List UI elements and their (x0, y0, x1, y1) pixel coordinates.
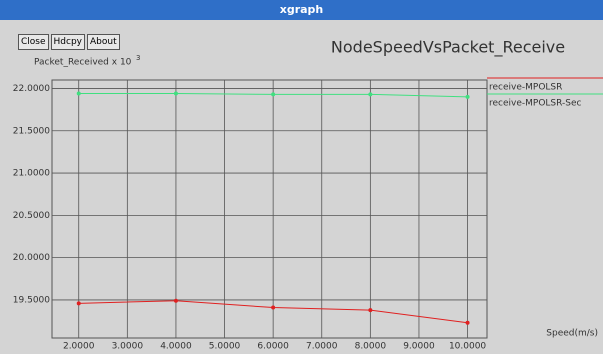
x-tick-label: 3.0000 (112, 342, 144, 352)
x-tick-label: 2.0000 (63, 342, 95, 352)
chart-title: NodeSpeedVsPacket_Receive (331, 38, 565, 58)
data-point (466, 95, 470, 99)
data-point (368, 308, 372, 312)
data-point (368, 92, 372, 96)
data-point (174, 299, 178, 303)
x-axis-label: Speed(m/s) (546, 329, 598, 339)
y-tick-label: 20.0000 (13, 253, 50, 263)
y-tick-label: 21.5000 (13, 126, 50, 136)
y-tick-label: 19.5000 (13, 295, 50, 305)
y-axis-exponent: 3 (136, 54, 140, 62)
button[interactable]: About (87, 34, 120, 50)
legend-label: receive-MPOLSR-Sec (489, 99, 582, 109)
button[interactable]: Hdcpy (51, 34, 85, 50)
x-tick-label: 7.0000 (306, 342, 338, 352)
data-point (77, 92, 81, 96)
data-point (271, 92, 275, 96)
data-point (466, 321, 470, 325)
legend-label: receive-MPOLSR (489, 83, 562, 93)
data-point (77, 301, 81, 305)
data-point (271, 306, 275, 310)
button[interactable]: Close (18, 34, 49, 50)
x-tick-label: 5.0000 (209, 342, 241, 352)
x-tick-label: 9.0000 (403, 342, 435, 352)
data-point (174, 92, 178, 96)
x-tick-label: 8.0000 (355, 342, 387, 352)
y-tick-label: 21.0000 (13, 169, 50, 179)
chart: NodeSpeedVsPacket_Receive Packet_Receive… (0, 0, 603, 354)
xgraph-window: xgraph NodeSpeedVsPacket_Receive Packet_… (0, 0, 603, 354)
y-axis-label: Packet_Received x 10 (34, 58, 132, 68)
plot-frame (52, 80, 487, 338)
x-tick-label: 4.0000 (160, 342, 192, 352)
x-tick-label: 6.0000 (257, 342, 289, 352)
y-tick-label: 20.5000 (13, 211, 50, 221)
y-tick-label: 22.0000 (13, 84, 50, 94)
x-tick-label: 10.0000 (449, 342, 486, 352)
